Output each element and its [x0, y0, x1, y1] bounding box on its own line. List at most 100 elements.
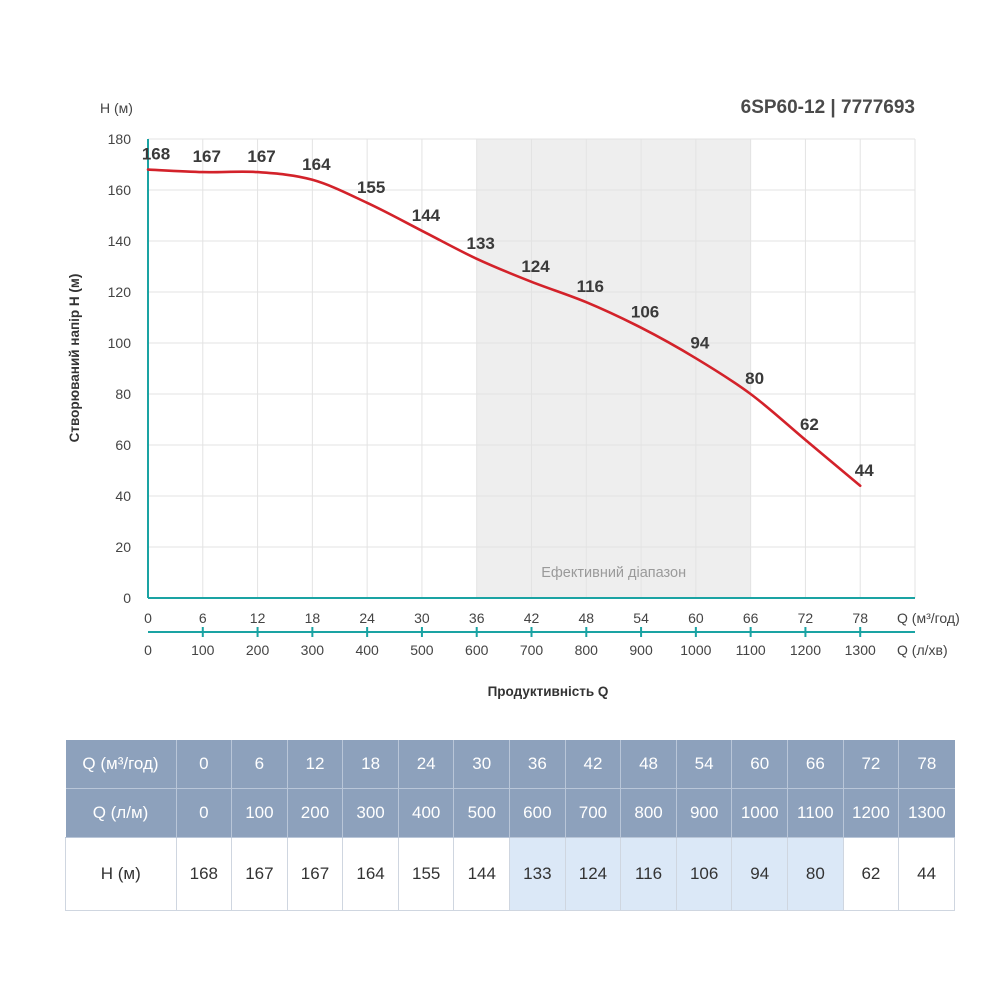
x-tick-label-secondary: 100 — [191, 642, 215, 658]
x-tick-label-secondary: 900 — [629, 642, 653, 658]
y-tick-label: 160 — [108, 182, 132, 198]
table-cell-q-m3h: 12 — [287, 740, 344, 789]
table-cell-q-lm: 1000 — [731, 788, 789, 838]
efficient-range-label: Ефективний діапазон — [541, 565, 686, 581]
table-cell-q-m3h: 36 — [509, 740, 566, 789]
table-cell-q-m3h: 18 — [342, 740, 399, 789]
y-tick-label: 180 — [108, 131, 132, 147]
table-cell-q-m3h: 72 — [843, 740, 900, 789]
table-cell-head: 167 — [231, 837, 288, 911]
table-cell-q-m3h: 48 — [620, 740, 677, 789]
table-cell-head: 94 — [731, 837, 789, 911]
data-label: 168 — [142, 145, 170, 164]
x-tick-label-secondary: 700 — [520, 642, 544, 658]
data-label: 80 — [745, 369, 764, 388]
performance-table: Q (м³/год) 0 6 12 18 24 30 36 42 48 54 60 66 72 78 Q … — [65, 740, 955, 911]
row-label-q-lm: Q (л/м) — [65, 788, 177, 838]
x-tick-label-primary: 78 — [852, 610, 868, 626]
x-tick-label-primary: 72 — [798, 610, 814, 626]
table-cell-q-lm: 200 — [287, 788, 344, 838]
row-label-q-m3h: Q (м³/год) — [65, 740, 177, 789]
x-tick-label-primary: 36 — [469, 610, 485, 626]
table-cell-q-m3h: 6 — [231, 740, 288, 789]
table-cell-q-m3h: 66 — [787, 740, 844, 789]
data-label: 62 — [800, 415, 819, 434]
x-tick-label-primary: 48 — [578, 610, 594, 626]
table-cell-q-m3h: 60 — [731, 740, 789, 789]
table-cell-q-lm: 800 — [620, 788, 677, 838]
x-tick-label-secondary: 300 — [301, 642, 325, 658]
table-cell-q-lm: 1300 — [898, 788, 955, 838]
table-cell-q-m3h: 0 — [176, 740, 233, 789]
y-unit-label: H (м) — [100, 100, 133, 116]
x-tick-label-primary: 6 — [199, 610, 207, 626]
y-tick-label: 140 — [108, 233, 132, 249]
x-tick-labels-primary: 0 6 12 18 24 30 36 42 48 54 60 66 72 78 — [144, 610, 868, 637]
table-cell-q-lm: 900 — [676, 788, 733, 838]
x-tick-label-secondary: 600 — [465, 642, 489, 658]
data-label: 144 — [412, 206, 441, 225]
x-tick-label-primary: 60 — [688, 610, 704, 626]
data-label: 106 — [631, 303, 659, 322]
table-cell-q-lm: 600 — [509, 788, 566, 838]
table-cell-head: 167 — [287, 837, 344, 911]
data-label: 124 — [521, 257, 550, 276]
x-tick-label-secondary: 200 — [246, 642, 270, 658]
table-cell-q-m3h: 78 — [898, 740, 955, 789]
x-tick-label-primary: 0 — [144, 610, 152, 626]
table-cell-head: 44 — [898, 837, 955, 911]
x-tick-label-secondary: 400 — [355, 642, 379, 658]
y-tick-label: 100 — [108, 335, 132, 351]
x-tick-label-primary: 24 — [359, 610, 375, 626]
x-tick-label-secondary: 1200 — [790, 642, 821, 658]
table-cell-q-lm: 500 — [453, 788, 511, 838]
table-cell-q-m3h: 24 — [398, 740, 455, 789]
data-label: 167 — [247, 147, 275, 166]
row-label-head: H (м) — [65, 837, 177, 911]
head-curve-line — [146, 168, 862, 488]
x-tick-label-primary: 30 — [414, 610, 430, 626]
table-row-q-lm: Q (л/м) 0 100 200 300 400 500 600 700 800 900 1000… — [65, 788, 955, 838]
x-tick-labels-secondary: 0 100 200 300 400 500 600 700 800 900 1000 1100 1200… — [144, 642, 876, 658]
table-cell-q-m3h: 54 — [676, 740, 733, 789]
y-axis-title: Створюваний напір H (м) — [67, 274, 82, 443]
table-cell-head: 80 — [787, 837, 844, 911]
grid-lines — [148, 138, 916, 598]
x-tick-label-secondary: 1300 — [845, 642, 876, 658]
table-cell-q-lm: 1200 — [843, 788, 900, 838]
x-tick-label-primary: 12 — [250, 610, 266, 626]
x-tick-label-secondary: 500 — [410, 642, 434, 658]
x-tick-label-secondary: 0 — [144, 642, 152, 658]
data-label: 164 — [302, 155, 331, 174]
y-tick-label: 40 — [115, 488, 131, 504]
table-cell-head: 155 — [398, 837, 455, 911]
y-tick-label: 60 — [115, 437, 131, 453]
data-label: 44 — [855, 461, 874, 480]
table-cell-q-lm: 300 — [342, 788, 399, 838]
table-cell-head: 133 — [509, 837, 566, 911]
table-cell-head: 106 — [676, 837, 733, 911]
data-label: 167 — [193, 147, 221, 166]
table-cell-head: 164 — [342, 837, 399, 911]
data-label: 133 — [467, 234, 495, 253]
table-cell-head: 116 — [620, 837, 677, 911]
data-label: 94 — [690, 333, 709, 352]
y-tick-label: 20 — [115, 539, 131, 555]
x-tick-label-primary: 54 — [633, 610, 649, 626]
table-row-head: H (м) 168 167 167 164 155 144 133 124 116 106 94 80… — [65, 837, 955, 911]
table-cell-q-lm: 100 — [231, 788, 288, 838]
y-tick-labels: 0 20 40 60 80 100 120 140 160 180 — [108, 131, 132, 606]
table-cell-q-m3h: 30 — [453, 740, 511, 789]
y-tick-label: 0 — [123, 590, 131, 606]
x-axis-title: Продуктивність Q — [488, 684, 609, 699]
data-label: 116 — [577, 277, 604, 296]
table-cell-head: 144 — [453, 837, 511, 911]
x-unit-primary: Q (м³/год) — [897, 610, 960, 626]
x-tick-label-secondary: 1000 — [680, 642, 711, 658]
y-tick-label: 80 — [115, 386, 131, 402]
table-cell-q-lm: 700 — [565, 788, 622, 838]
pump-curve-chart: Ефективний діапазон 02040608010012014016… — [67, 97, 960, 699]
table-row-q-m3h: Q (м³/год) 0 6 12 18 24 30 36 42 48 54 60 66 72 78 — [65, 740, 955, 789]
x-tick-label-primary: 66 — [743, 610, 759, 626]
x-tick-label-secondary: 1100 — [736, 642, 766, 658]
